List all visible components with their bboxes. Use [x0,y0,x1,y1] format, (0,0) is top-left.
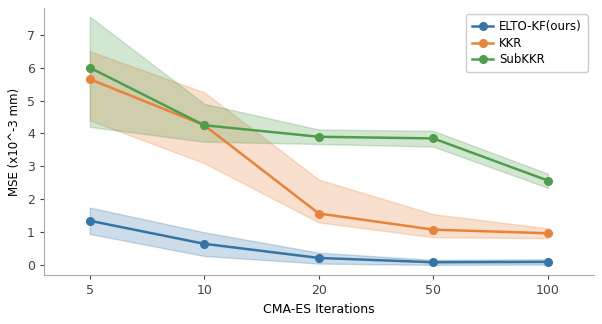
SubKKR [200,123,208,127]
ELTO-KF(ours) [86,219,93,223]
ELTO-KF(ours) [200,242,208,246]
ELTO-KF(ours) [430,260,437,264]
Line: ELTO-KF(ours): ELTO-KF(ours) [86,217,551,266]
Line: SubKKR: SubKKR [86,64,551,184]
KKR [430,228,437,232]
ELTO-KF(ours) [315,256,323,260]
Line: KKR: KKR [86,75,551,237]
KKR [544,231,551,235]
KKR [315,212,323,215]
KKR [86,77,93,81]
KKR [200,123,208,127]
SubKKR [430,136,437,140]
SubKKR [544,179,551,182]
Y-axis label: MSE (x10^-3 mm): MSE (x10^-3 mm) [8,88,21,196]
Legend: ELTO-KF(ours), KKR, SubKKR: ELTO-KF(ours), KKR, SubKKR [466,14,588,72]
X-axis label: CMA-ES Iterations: CMA-ES Iterations [263,303,374,316]
ELTO-KF(ours) [544,260,551,264]
SubKKR [315,135,323,139]
SubKKR [86,66,93,70]
